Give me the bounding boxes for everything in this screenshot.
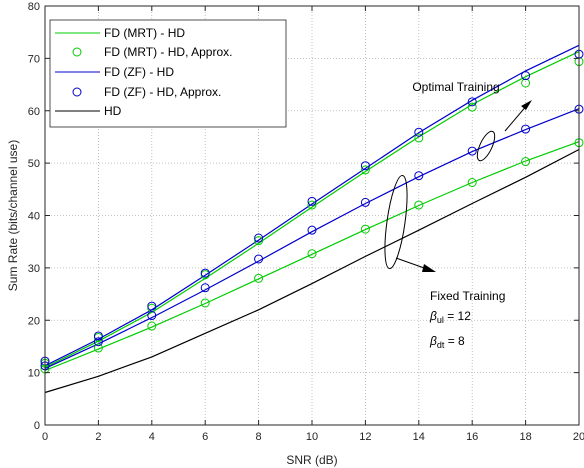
- beta-ul-value: = 12: [444, 309, 471, 323]
- fixed-training-ellipse: [384, 174, 408, 270]
- y-tick-label: 60: [28, 106, 40, 118]
- series-marker-fixed-6: [307, 249, 317, 259]
- series-marker-optimal-3: [467, 97, 477, 107]
- x-axis-label: SNR (dB): [286, 453, 337, 467]
- series-marker-fixed-6: [93, 343, 103, 353]
- x-tick-label: 14: [413, 431, 425, 443]
- annotations: Optimal Training Fixed Training βul = 12…: [384, 80, 532, 350]
- series-marker-fixed-6: [414, 200, 424, 210]
- legend-swatch-fd-mrt-approx-marker: [72, 47, 82, 57]
- series-marker-fixed-6: [200, 298, 210, 308]
- series-marker-optimal-3: [521, 71, 531, 81]
- fixed-training-arrow-line: [395, 257, 428, 270]
- series-marker-optimal-1: [414, 133, 424, 143]
- fixed-training-label: Fixed Training: [430, 289, 505, 303]
- series-marker-optimal-1: [467, 102, 477, 112]
- x-tick-label: 16: [466, 431, 478, 443]
- beta-dt-value: = 8: [444, 334, 465, 348]
- series-marker-fixed-8: [307, 225, 317, 235]
- beta-ul-subscript: ul: [437, 315, 444, 325]
- series-marker-optimal-1: [147, 303, 157, 313]
- series-line-fixed-5: [44, 141, 580, 372]
- series-marker-fixed-6: [467, 178, 477, 188]
- x-tick-label: 2: [95, 431, 101, 443]
- y-tick-label: 80: [28, 1, 40, 13]
- series-marker-optimal-3: [414, 127, 424, 137]
- x-tick-label: 8: [256, 431, 262, 443]
- legend-swatch-fd-zf-approx-marker: [72, 87, 82, 97]
- series-marker-fixed-8: [200, 283, 210, 293]
- y-tick-label: 50: [28, 158, 40, 170]
- series-marker-fixed-8: [521, 124, 531, 134]
- series-marker-fixed-8: [467, 146, 477, 156]
- series-lines: [44, 44, 580, 394]
- series-marker-fixed-8: [93, 337, 103, 347]
- series-marker-optimal-1: [521, 78, 531, 88]
- x-tick-label: 10: [306, 431, 318, 443]
- tick-labels: 0 2 4 6 8 10 12 14 16 18 20 0 10 20 30 40 50 60 70 80: [28, 1, 584, 443]
- x-tick-label: 18: [519, 431, 531, 443]
- series-marker-optimal-1: [307, 200, 317, 210]
- series-line-fixed-7: [44, 108, 580, 369]
- optimal-training-ellipse: [476, 130, 496, 162]
- legend-label-fd-mrt: FD (MRT) - HD: [104, 26, 185, 40]
- legend-label-fd-zf-approx: FD (ZF) - HD, Approx.: [104, 85, 221, 99]
- x-tick-label: 4: [149, 431, 155, 443]
- legend-label-fd-mrt-approx: FD (MRT) - HD, Approx.: [104, 45, 232, 59]
- series-marker-fixed-8: [414, 171, 424, 181]
- series-marker-fixed-8: [147, 311, 157, 321]
- series-marker-fixed-6: [360, 224, 370, 234]
- series-marker-optimal-3: [93, 331, 103, 341]
- y-tick-label: 10: [28, 368, 40, 380]
- x-tick-label: 20: [573, 431, 584, 443]
- beta-dt-subscript: dt: [437, 340, 445, 350]
- series-marker-optimal-3: [147, 301, 157, 311]
- x-tick-label: 12: [359, 431, 371, 443]
- beta-ul-symbol: β: [429, 309, 437, 323]
- fixed-training-arrow-head: [422, 264, 436, 272]
- legend-label-fd-zf: FD (ZF) - HD: [104, 65, 174, 79]
- series-marker-optimal-3: [307, 196, 317, 206]
- legend-label-hd: HD: [104, 104, 122, 118]
- legend: FD (MRT) - HD FD (MRT) - HD, Approx. FD …: [49, 19, 287, 128]
- y-tick-label: 0: [34, 420, 40, 432]
- legend-box: [49, 19, 287, 128]
- beta-ul-annotation: βul = 12: [429, 309, 471, 325]
- series-marker-optimal-1: [254, 236, 264, 246]
- beta-dt-symbol: β: [429, 334, 437, 348]
- axis-ticks: [44, 5, 580, 426]
- y-tick-label: 40: [28, 211, 40, 223]
- optimal-training-label: Optimal Training: [412, 80, 499, 94]
- y-tick-label: 20: [28, 315, 40, 327]
- series-marker-optimal-3: [200, 268, 210, 278]
- series-line-optimal-0: [44, 51, 580, 368]
- series-line-baseline-4: [44, 148, 580, 394]
- y-tick-label: 30: [28, 263, 40, 275]
- series-markers: [40, 49, 584, 374]
- y-tick-label: 70: [28, 53, 40, 65]
- series-line-optimal-2: [44, 44, 580, 367]
- series-marker-fixed-6: [147, 321, 157, 331]
- beta-dt-annotation: βdt = 8: [429, 334, 465, 350]
- x-tick-label: 0: [42, 431, 48, 443]
- series-marker-fixed-6: [254, 273, 264, 283]
- series-marker-fixed-6: [521, 157, 531, 167]
- series-marker-fixed-8: [360, 197, 370, 207]
- x-tick-label: 6: [202, 431, 208, 443]
- series-marker-fixed-8: [254, 254, 264, 264]
- series-marker-optimal-3: [360, 161, 370, 171]
- series-marker-optimal-3: [254, 233, 264, 243]
- optimal-training-arrow-head: [521, 100, 532, 110]
- series-marker-optimal-1: [360, 165, 370, 175]
- y-axis-label: Sum Rate (bits/channel use): [6, 140, 20, 291]
